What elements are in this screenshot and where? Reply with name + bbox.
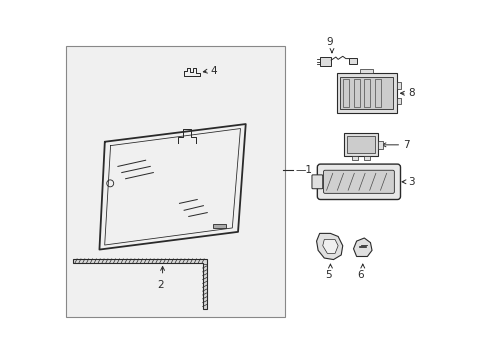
Text: 8: 8 — [408, 88, 415, 98]
Polygon shape — [354, 238, 372, 256]
Bar — [365, 156, 370, 160]
Text: 7: 7 — [403, 140, 410, 150]
Bar — [337, 73, 397, 113]
FancyBboxPatch shape — [312, 175, 323, 189]
Bar — [343, 80, 349, 107]
Bar — [378, 141, 383, 149]
FancyBboxPatch shape — [323, 170, 394, 193]
Text: 4: 4 — [210, 66, 217, 76]
Bar — [66, 46, 285, 317]
Bar — [375, 80, 381, 107]
Bar — [365, 80, 370, 107]
Text: 2: 2 — [157, 280, 164, 289]
Bar — [320, 57, 331, 66]
Text: 3: 3 — [408, 177, 415, 187]
Bar — [341, 77, 393, 109]
Text: 5: 5 — [325, 270, 331, 280]
Bar — [344, 133, 378, 156]
Bar — [349, 58, 357, 64]
Polygon shape — [74, 259, 207, 309]
Bar — [352, 156, 358, 160]
Bar — [354, 80, 360, 107]
Text: 9: 9 — [326, 37, 333, 47]
Bar — [397, 82, 400, 89]
FancyBboxPatch shape — [318, 164, 400, 199]
Bar — [213, 224, 226, 228]
Bar — [361, 69, 373, 73]
Text: —1: —1 — [295, 165, 312, 175]
Bar — [397, 98, 400, 104]
Polygon shape — [317, 233, 343, 260]
Text: 6: 6 — [357, 270, 364, 280]
Polygon shape — [323, 239, 338, 253]
Bar — [347, 136, 375, 153]
